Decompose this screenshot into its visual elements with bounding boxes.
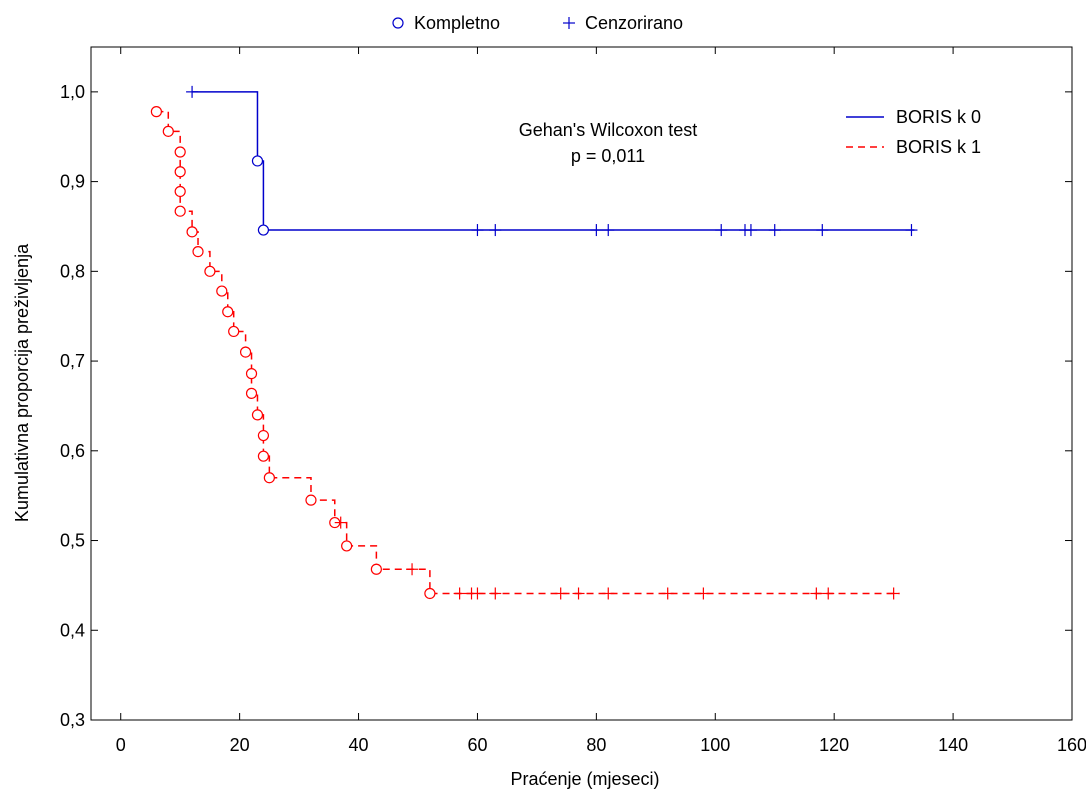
y-tick-label: 0,5 xyxy=(60,531,85,551)
y-axis-label: Kumulativna proporcija preživljenja xyxy=(12,243,32,522)
censored-point xyxy=(554,587,567,600)
event-point xyxy=(251,409,264,421)
survival-curve xyxy=(192,91,915,231)
y-tick-label: 0,6 xyxy=(60,441,85,461)
y-tick-label: 0,8 xyxy=(60,261,85,281)
censored-point xyxy=(471,224,484,237)
event-point xyxy=(263,472,275,484)
series-1 xyxy=(150,106,900,600)
y-tick-label: 0,9 xyxy=(60,172,85,192)
censored-point xyxy=(697,587,710,600)
legend-label-boris-k1: BORIS k 1 xyxy=(896,137,981,157)
censored-point xyxy=(602,224,615,237)
series-layer xyxy=(150,85,918,600)
test-annotation-line2: p = 0,011 xyxy=(571,146,645,166)
event-point xyxy=(305,494,317,506)
event-point xyxy=(245,368,258,380)
y-tick-label: 0,7 xyxy=(60,351,85,371)
censored-point xyxy=(887,587,900,600)
censored-point xyxy=(822,587,835,600)
censored-point xyxy=(334,516,347,529)
censored-point xyxy=(406,563,419,576)
event-point xyxy=(174,146,186,158)
event-point xyxy=(228,325,240,338)
event-point xyxy=(341,540,353,552)
event-point xyxy=(370,563,382,575)
axes: 0 20 40 60 80 100 120 140 160 0,3 0,4 0,5 0,6 0,7 0,8 0… xyxy=(60,47,1086,755)
x-tick-label: 160 xyxy=(1057,735,1086,755)
censored-point xyxy=(715,224,728,237)
y-tick-label: 0,4 xyxy=(60,620,85,640)
censored-point xyxy=(602,587,615,600)
legend-complete-label: Kompletno xyxy=(414,13,500,33)
x-tick-label: 80 xyxy=(586,735,606,755)
event-point xyxy=(245,387,258,399)
event-point xyxy=(174,185,186,198)
censored-point xyxy=(905,224,918,237)
event-point xyxy=(186,226,198,238)
event-point xyxy=(222,306,234,318)
plot-frame xyxy=(90,46,1073,721)
event-point xyxy=(257,450,270,462)
censored-point xyxy=(810,587,823,600)
y-tick-label: 0,3 xyxy=(60,710,85,730)
event-point xyxy=(257,429,270,442)
censored-point xyxy=(768,224,781,237)
censored-point xyxy=(661,587,674,600)
x-tick-label: 20 xyxy=(230,735,250,755)
series-0 xyxy=(186,85,918,237)
x-tick-label: 60 xyxy=(467,735,487,755)
event-point xyxy=(239,346,252,358)
complete-marker-icon xyxy=(392,17,404,29)
censored-point xyxy=(489,587,502,600)
marker-legend: Kompletno Cenzorirano xyxy=(392,13,683,33)
censored-point xyxy=(489,224,502,237)
x-tick-label: 140 xyxy=(938,735,968,755)
event-point xyxy=(424,587,436,600)
test-annotation-line1: Gehan's Wilcoxon test xyxy=(519,120,698,140)
event-point xyxy=(174,166,186,178)
legend-censored-label: Cenzorirano xyxy=(585,13,683,33)
event-point xyxy=(257,224,270,236)
legend-label-boris-k0: BORIS k 0 xyxy=(896,107,981,127)
censored-point xyxy=(186,85,199,98)
censored-point xyxy=(744,224,757,237)
event-point xyxy=(162,125,174,137)
x-tick-label: 100 xyxy=(700,735,730,755)
censored-marker-icon xyxy=(563,17,575,29)
event-point xyxy=(251,155,264,167)
event-point xyxy=(204,265,216,277)
censored-point xyxy=(572,587,585,600)
x-axis-label: Praćenje (mjeseci) xyxy=(510,769,659,789)
y-tick-label: 1,0 xyxy=(60,82,85,102)
event-point xyxy=(174,205,186,217)
event-point xyxy=(216,285,228,297)
series-legend: BORIS k 0 BORIS k 1 xyxy=(846,107,981,157)
censored-point xyxy=(453,587,466,600)
event-point xyxy=(150,106,162,118)
censored-point xyxy=(471,587,484,600)
x-tick-label: 120 xyxy=(819,735,849,755)
censored-point xyxy=(590,224,603,237)
survival-curve xyxy=(156,110,900,595)
censored-point xyxy=(816,224,829,237)
x-tick-label: 40 xyxy=(349,735,369,755)
event-point xyxy=(192,245,204,258)
x-tick-label: 0 xyxy=(116,735,126,755)
